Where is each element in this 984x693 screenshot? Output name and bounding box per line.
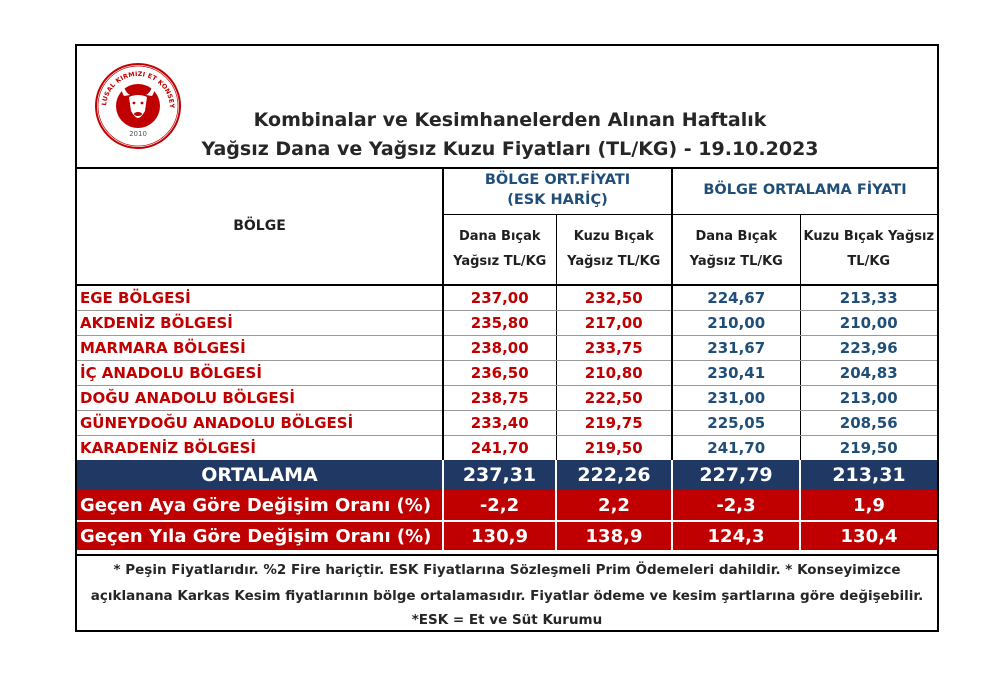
yearly-change-value: 124,3 bbox=[671, 521, 800, 550]
table-row: GÜNEYDOĞU ANADOLU BÖLGESİ 233,40 219,75 … bbox=[77, 410, 937, 436]
yearly-change-value: 130,9 bbox=[442, 521, 556, 550]
group1-line1: BÖLGE ORT.FİYATI bbox=[484, 172, 631, 189]
subheader-4: Kuzu Bıçak Yağsız TL/KG bbox=[799, 214, 937, 286]
monthly-change-label: Geçen Aya Göre Değişim Oranı (%) bbox=[77, 490, 443, 521]
region-name: GÜNEYDOĞU ANADOLU BÖLGESİ bbox=[77, 410, 443, 436]
logo-year: 2010 bbox=[129, 130, 147, 138]
table-row: İÇ ANADOLU BÖLGESİ 236,50 210,80 230,41 … bbox=[77, 360, 937, 386]
region-name: KARADENİZ BÖLGESİ bbox=[80, 438, 257, 457]
subheader-3: Dana Bıçak Yağsız TL/KG bbox=[671, 214, 800, 286]
region-column-header: BÖLGE bbox=[77, 167, 443, 286]
footnotes: * Peşin Fiyatlarıdır. %2 Fire hariçtir. … bbox=[77, 554, 937, 632]
value-cell: 213,33 bbox=[799, 285, 937, 311]
table-row: MARMARA BÖLGESİ 238,00 233,75 231,67 223… bbox=[77, 335, 937, 361]
value-cell: 217,00 bbox=[555, 310, 672, 336]
average-label: ORTALAMA bbox=[77, 460, 443, 490]
subheader-1: Dana Bıçak Yağsız TL/KG bbox=[442, 214, 556, 286]
value-cell: 204,83 bbox=[799, 360, 937, 386]
average-row: ORTALAMA 237,31 222,26 227,79 213,31 bbox=[77, 460, 937, 490]
average-value: 213,31 bbox=[799, 460, 937, 490]
value-cell: 219,50 bbox=[799, 435, 937, 460]
footnote-line1: * Peşin Fiyatlarıdır. %2 Fire hariçtir. … bbox=[113, 562, 901, 578]
subheader-2: Kuzu Bıçak Yağsız TL/KG bbox=[555, 214, 672, 286]
value-cell: 219,75 bbox=[555, 410, 672, 436]
region-name: AKDENİZ BÖLGESİ bbox=[77, 310, 443, 336]
value-cell: 231,00 bbox=[671, 385, 800, 411]
region-name: DOĞU ANADOLU BÖLGESİ bbox=[77, 385, 443, 411]
value-cell: 225,05 bbox=[671, 410, 800, 436]
average-value: 222,26 bbox=[555, 460, 672, 490]
value-cell: 230,41 bbox=[671, 360, 800, 386]
average-value: 237,31 bbox=[442, 460, 556, 490]
value-cell: 222,50 bbox=[555, 385, 672, 411]
value-cell: 238,75 bbox=[442, 385, 556, 411]
group-header-esk-excluded: BÖLGE ORT.FİYATI (ESK HARİÇ) bbox=[442, 167, 672, 215]
monthly-change-value: -2,2 bbox=[442, 490, 556, 521]
monthly-change-row: Geçen Aya Göre Değişim Oranı (%) -2,2 2,… bbox=[77, 490, 937, 521]
yearly-change-label: Geçen Yıla Göre Değişim Oranı (%) bbox=[77, 521, 443, 550]
footnote-line2: açıklanana Karkas Kesim fiyatlarının böl… bbox=[90, 588, 924, 604]
value-cell: 233,40 bbox=[442, 410, 556, 436]
value-cell: 210,80 bbox=[555, 360, 672, 386]
monthly-change-value: 1,9 bbox=[799, 490, 937, 521]
value-cell: 213,00 bbox=[799, 385, 937, 411]
value-cell: 233,75 bbox=[555, 335, 672, 361]
average-value: 227,79 bbox=[671, 460, 800, 490]
table-row: DOĞU ANADOLU BÖLGESİ 238,75 222,50 231,0… bbox=[77, 385, 937, 411]
value-cell: 208,56 bbox=[799, 410, 937, 436]
value-cell: 237,00 bbox=[442, 285, 556, 311]
report-header: ULUSAL KIRMIZI ET KONSEYİ 2010 Kombinala… bbox=[77, 46, 937, 169]
price-report: ULUSAL KIRMIZI ET KONSEYİ 2010 Kombinala… bbox=[75, 44, 939, 632]
region-name: EGE BÖLGESİ bbox=[77, 285, 443, 311]
value-cell: 238,00 bbox=[442, 335, 556, 361]
footnote-line3: *ESK = Et ve Süt Kurumu bbox=[411, 612, 603, 628]
table-row: KARADENİZ BÖLGESİ 241,70 219,50 241,70 2… bbox=[77, 435, 937, 460]
value-cell: 223,96 bbox=[799, 335, 937, 361]
report-title-line1: Kombinalar ve Kesimhanelerden Alınan Haf… bbox=[253, 109, 767, 131]
table-row: AKDENİZ BÖLGESİ 235,80 217,00 210,00 210… bbox=[77, 310, 937, 336]
yearly-change-value: 130,4 bbox=[799, 521, 937, 550]
value-cell: 210,00 bbox=[671, 310, 800, 336]
monthly-change-value: -2,3 bbox=[671, 490, 800, 521]
table-row: EGE BÖLGESİ 237,00 232,50 224,67 213,33 bbox=[77, 285, 937, 311]
council-logo: ULUSAL KIRMIZI ET KONSEYİ 2010 bbox=[94, 62, 181, 149]
group-header-region-average: BÖLGE ORTALAMA FİYATI bbox=[671, 167, 937, 215]
price-table: BÖLGE BÖLGE ORT.FİYATI (ESK HARİÇ) BÖLGE… bbox=[77, 167, 937, 550]
monthly-change-value: 2,2 bbox=[555, 490, 672, 521]
value-cell: 236,50 bbox=[442, 360, 556, 386]
yearly-change-value: 138,9 bbox=[555, 521, 672, 550]
yearly-change-row: Geçen Yıla Göre Değişim Oranı (%) 130,9 … bbox=[77, 521, 937, 550]
report-title-line2: Yağsız Dana ve Yağsız Kuzu Fiyatları (TL… bbox=[201, 138, 819, 160]
group1-line2: (ESK HARİÇ) bbox=[507, 192, 608, 209]
value-cell: 231,67 bbox=[671, 335, 800, 361]
value-cell: 210,00 bbox=[799, 310, 937, 336]
value-cell: 232,50 bbox=[555, 285, 672, 311]
value-cell: 219,50 bbox=[555, 435, 672, 460]
region-name: MARMARA BÖLGESİ bbox=[77, 335, 443, 361]
value-cell: 224,67 bbox=[671, 285, 800, 311]
value-cell: 241,70 bbox=[671, 435, 800, 460]
value-cell: 241,70 bbox=[442, 435, 556, 460]
region-name: İÇ ANADOLU BÖLGESİ bbox=[77, 360, 443, 386]
value-cell: 235,80 bbox=[442, 310, 556, 336]
